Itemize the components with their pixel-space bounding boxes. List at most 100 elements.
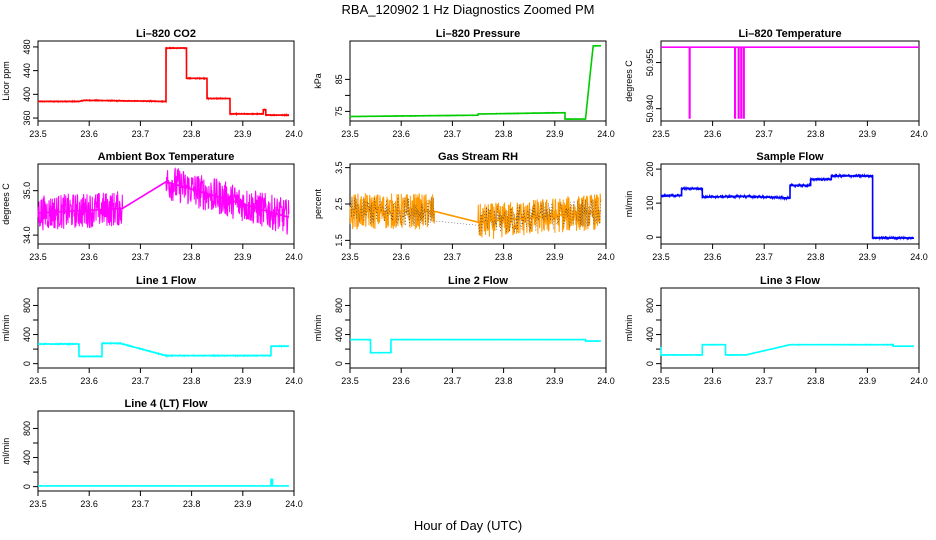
x-tick-label: 23.7 bbox=[132, 499, 150, 509]
x-tick-label: 23.5 bbox=[341, 129, 359, 139]
x-tick-label: 23.6 bbox=[704, 129, 722, 139]
y-tick-label: 50.955 bbox=[645, 49, 655, 77]
series-line bbox=[349, 44, 601, 120]
x-tick-label: 23.9 bbox=[859, 129, 877, 139]
x-tick-label: 23.5 bbox=[29, 252, 47, 262]
x-tick-label: 24.0 bbox=[910, 252, 928, 262]
y-tick-label: 34.0 bbox=[22, 226, 32, 244]
series-line bbox=[350, 338, 601, 354]
x-tick-label: 23.5 bbox=[341, 252, 359, 262]
plot-frame bbox=[660, 163, 920, 245]
panel-title: Line 3 Flow bbox=[760, 275, 820, 287]
x-axis-label: Hour of Day (UTC) bbox=[413, 518, 523, 533]
x-tick-label: 23.7 bbox=[444, 129, 462, 139]
series-variability bbox=[349, 193, 602, 239]
panel-title: Li–820 Temperature bbox=[738, 28, 841, 40]
y-tick-label: 360 bbox=[22, 111, 32, 126]
y-tick-label: 50.940 bbox=[645, 95, 655, 123]
series-line bbox=[660, 343, 914, 356]
x-tick-label: 24.0 bbox=[910, 129, 928, 139]
x-tick-label: 23.5 bbox=[29, 129, 47, 139]
series-variability bbox=[349, 44, 602, 121]
series-line bbox=[661, 46, 919, 119]
y-axis-label: Licor ppm bbox=[1, 61, 11, 101]
x-tick-label: 23.7 bbox=[755, 376, 773, 386]
panel-title: Li–820 CO2 bbox=[136, 28, 196, 40]
x-tick-label: 23.9 bbox=[546, 376, 564, 386]
x-tick-label: 23.9 bbox=[234, 252, 252, 262]
figure-title: RBA_120902 1 Hz Diagnostics Zoomed PM bbox=[341, 2, 595, 17]
x-tick-label: 24.0 bbox=[597, 129, 615, 139]
panel-title: Li–820 Pressure bbox=[436, 28, 520, 40]
y-tick-label: 400 bbox=[645, 327, 655, 342]
y-tick-label: 85 bbox=[334, 74, 344, 84]
y-axis-label: degrees C bbox=[1, 183, 11, 225]
x-tick-label: 23.9 bbox=[546, 129, 564, 139]
x-tick-label: 23.5 bbox=[29, 376, 47, 386]
panel-9: Line 4 (LT) Flow ml/min 23.5 23.6 23.7 23.8 23… bbox=[1, 398, 303, 509]
x-tick-label: 23.9 bbox=[234, 376, 252, 386]
x-tick-label: 24.0 bbox=[285, 376, 303, 386]
x-tick-label: 23.5 bbox=[652, 376, 670, 386]
plot-frame bbox=[349, 40, 607, 122]
panel-title: Line 4 (LT) Flow bbox=[125, 398, 208, 410]
y-tick-label: 1.5 bbox=[334, 234, 344, 247]
plot-frame bbox=[37, 287, 295, 369]
plot-frame bbox=[660, 287, 920, 369]
x-tick-label: 24.0 bbox=[285, 129, 303, 139]
x-tick-label: 23.6 bbox=[392, 129, 410, 139]
x-tick-label: 23.6 bbox=[80, 376, 98, 386]
series-variability bbox=[37, 478, 290, 487]
panel-5: Sample Flow ml/min 23.5 23.6 23.7 23.8 23.9 24.… bbox=[624, 151, 928, 262]
x-tick-label: 23.8 bbox=[183, 376, 201, 386]
x-tick-label: 23.7 bbox=[444, 252, 462, 262]
y-tick-label: 400 bbox=[22, 327, 32, 342]
y-axis-label: ml/min bbox=[624, 315, 634, 342]
panel-4: Gas Stream RH percent 23.5 23.6 23.7 23.8 23.9… bbox=[313, 151, 615, 262]
series-variability bbox=[350, 338, 601, 355]
y-tick-label: 0 bbox=[22, 484, 32, 489]
x-tick-label: 23.9 bbox=[234, 129, 252, 139]
y-tick-label: 800 bbox=[334, 298, 344, 313]
x-tick-label: 23.6 bbox=[392, 252, 410, 262]
y-tick-label: 100 bbox=[645, 196, 655, 211]
x-tick-label: 24.0 bbox=[597, 376, 615, 386]
x-tick-label: 23.8 bbox=[807, 252, 825, 262]
x-tick-label: 23.5 bbox=[29, 499, 47, 509]
x-tick-label: 23.6 bbox=[80, 252, 98, 262]
panel-title: Line 1 Flow bbox=[136, 275, 196, 287]
panel-3: Ambient Box Temperature degrees C 23.5 23.6… bbox=[1, 151, 303, 262]
y-tick-label: 3.5 bbox=[334, 161, 344, 174]
series-line bbox=[38, 478, 289, 487]
y-axis-label: ml/min bbox=[1, 315, 11, 342]
x-tick-label: 23.8 bbox=[807, 376, 825, 386]
x-tick-label: 23.8 bbox=[807, 129, 825, 139]
x-tick-label: 23.8 bbox=[495, 129, 513, 139]
panel-title: Gas Stream RH bbox=[438, 151, 518, 163]
x-tick-label: 23.7 bbox=[132, 252, 150, 262]
plot-frame bbox=[37, 40, 295, 122]
y-tick-label: 800 bbox=[22, 421, 32, 436]
x-tick-label: 23.7 bbox=[132, 376, 150, 386]
x-tick-label: 23.6 bbox=[80, 129, 98, 139]
series-markers bbox=[349, 196, 601, 235]
panel-title: Ambient Box Temperature bbox=[98, 151, 235, 163]
y-tick-label: 0 bbox=[334, 361, 344, 366]
x-tick-label: 23.7 bbox=[132, 129, 150, 139]
y-tick-label: 440 bbox=[22, 63, 32, 78]
y-tick-label: 0 bbox=[22, 361, 32, 366]
panel-7: Line 2 Flow ml/min 23.5 23.6 23.7 23.8 23.9 24.… bbox=[313, 275, 615, 386]
x-tick-label: 23.5 bbox=[652, 252, 670, 262]
series-line bbox=[38, 47, 289, 116]
y-axis-label: ml/min bbox=[624, 191, 634, 218]
y-axis-label: percent bbox=[313, 188, 323, 219]
series-line bbox=[661, 175, 914, 239]
y-tick-label: 800 bbox=[22, 298, 32, 313]
y-tick-label: 400 bbox=[22, 87, 32, 102]
panel-title: Sample Flow bbox=[756, 151, 824, 163]
y-axis-label: kPa bbox=[313, 73, 323, 89]
y-tick-label: 400 bbox=[334, 327, 344, 342]
x-tick-label: 23.8 bbox=[183, 129, 201, 139]
